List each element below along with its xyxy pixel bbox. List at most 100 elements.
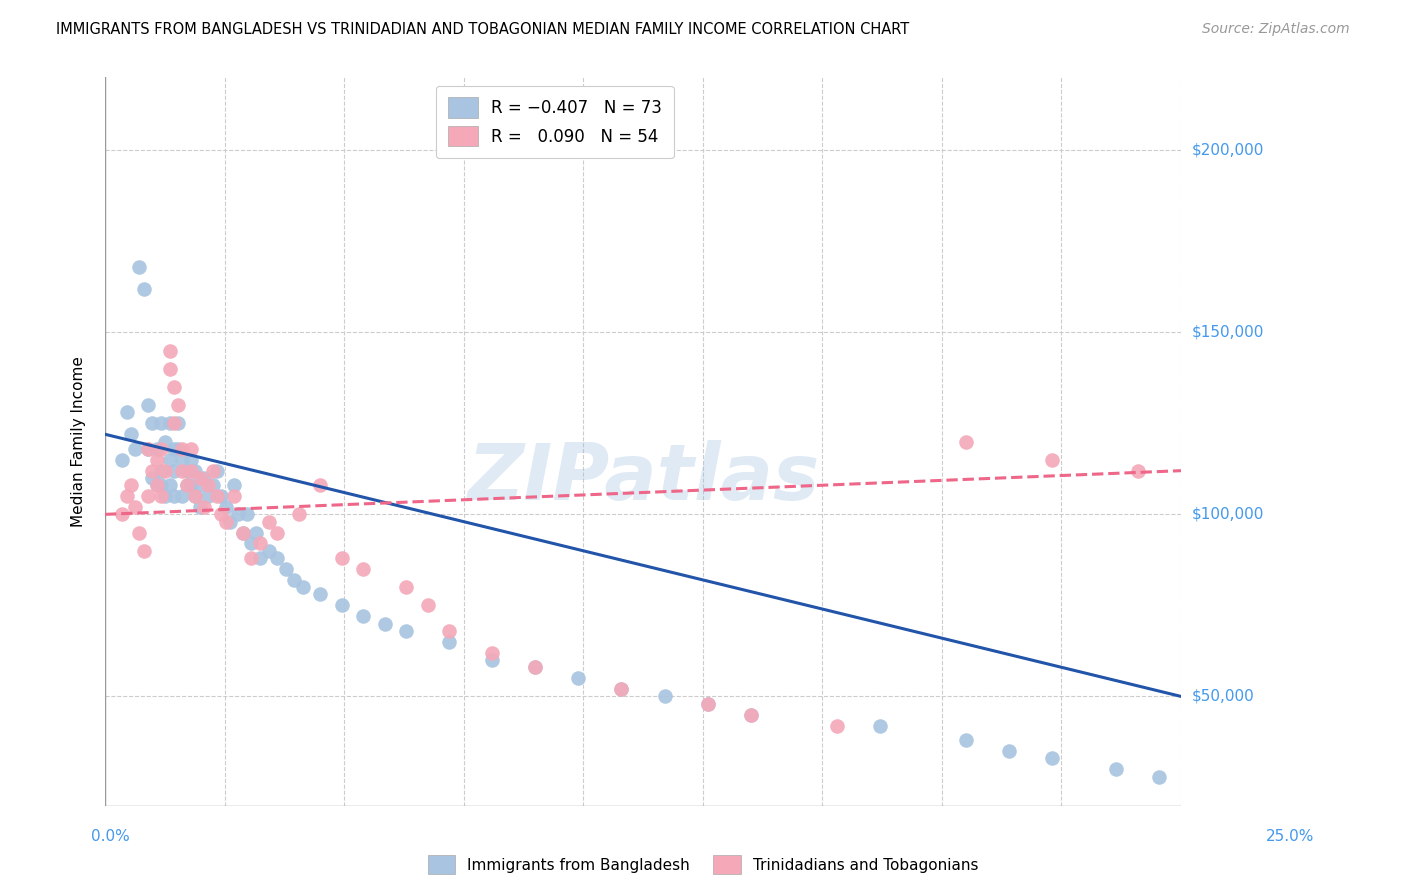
Point (136, 398, 159, 412)
Point (184, 489, 207, 503)
Point (240, 551, 263, 566)
Point (163, 442, 186, 456)
Point (159, 417, 181, 431)
Point (167, 417, 190, 431)
Point (205, 489, 228, 503)
Point (180, 478, 202, 492)
Point (159, 452, 181, 467)
Point (136, 442, 159, 456)
Point (163, 464, 186, 478)
Point (236, 508, 259, 522)
Point (266, 525, 288, 540)
Text: $200,000: $200,000 (1192, 143, 1264, 158)
Point (193, 500, 215, 514)
Point (188, 500, 211, 514)
Point (352, 609, 374, 624)
Point (330, 599, 353, 613)
Point (1105, 762, 1128, 776)
Point (214, 515, 236, 529)
Text: $50,000: $50,000 (1192, 689, 1254, 704)
Point (155, 464, 177, 478)
Point (141, 417, 163, 431)
Text: IMMIGRANTS FROM BANGLADESH VS TRINIDADIAN AND TOBAGONIAN MEDIAN FAMILY INCOME CO: IMMIGRANTS FROM BANGLADESH VS TRINIDADIA… (56, 22, 910, 37)
Point (395, 580, 418, 594)
Text: $100,000: $100,000 (1192, 507, 1264, 522)
Point (136, 489, 159, 503)
Point (120, 427, 142, 442)
Point (115, 489, 138, 503)
Point (120, 478, 142, 492)
Point (155, 489, 177, 503)
Point (111, 452, 134, 467)
Point (124, 442, 146, 456)
Point (309, 587, 332, 601)
Point (1040, 751, 1063, 765)
Point (955, 434, 977, 449)
Point (188, 478, 211, 492)
Point (141, 464, 163, 478)
Point (291, 580, 314, 594)
Point (167, 442, 190, 456)
Point (180, 442, 202, 456)
Point (249, 551, 271, 566)
Point (159, 478, 181, 492)
Point (998, 744, 1021, 758)
Point (416, 599, 439, 613)
Point (132, 282, 155, 296)
Point (395, 624, 418, 638)
Point (218, 515, 240, 529)
Point (159, 343, 181, 358)
Legend: R = −0.407   N = 73, R =   0.090   N = 54: R = −0.407 N = 73, R = 0.090 N = 54 (436, 86, 673, 158)
Point (224, 489, 246, 503)
Point (149, 489, 172, 503)
Point (214, 500, 236, 514)
Point (201, 478, 224, 492)
Y-axis label: Median Family Income: Median Family Income (72, 356, 86, 527)
Point (115, 405, 138, 419)
Text: 0.0%: 0.0% (91, 830, 131, 844)
Point (1040, 452, 1063, 467)
Point (197, 489, 219, 503)
Point (145, 478, 167, 492)
Point (149, 478, 172, 492)
Point (159, 361, 181, 376)
Point (524, 660, 547, 674)
Text: $150,000: $150,000 (1192, 325, 1264, 340)
Point (128, 525, 150, 540)
Point (201, 464, 224, 478)
Point (128, 260, 150, 274)
Point (180, 464, 202, 478)
Point (209, 508, 232, 522)
Point (610, 682, 633, 697)
Point (193, 471, 215, 485)
Point (141, 471, 163, 485)
Point (1126, 464, 1149, 478)
Point (610, 682, 633, 697)
Point (184, 489, 207, 503)
Point (149, 464, 172, 478)
Point (145, 442, 167, 456)
Point (224, 478, 246, 492)
Point (172, 464, 194, 478)
Point (163, 417, 186, 431)
Point (176, 464, 198, 478)
Point (245, 525, 267, 540)
Point (481, 646, 503, 660)
Point (740, 707, 762, 722)
Text: Source: ZipAtlas.com: Source: ZipAtlas.com (1202, 22, 1350, 37)
Point (696, 697, 718, 711)
Point (197, 478, 219, 492)
Point (654, 690, 676, 704)
Point (240, 536, 263, 550)
Point (149, 442, 172, 456)
Point (228, 508, 250, 522)
Point (205, 464, 228, 478)
Point (111, 508, 134, 522)
Point (188, 471, 211, 485)
Point (524, 660, 547, 674)
Point (176, 478, 198, 492)
Point (232, 525, 254, 540)
Point (132, 543, 155, 558)
Point (257, 543, 280, 558)
Point (287, 508, 309, 522)
